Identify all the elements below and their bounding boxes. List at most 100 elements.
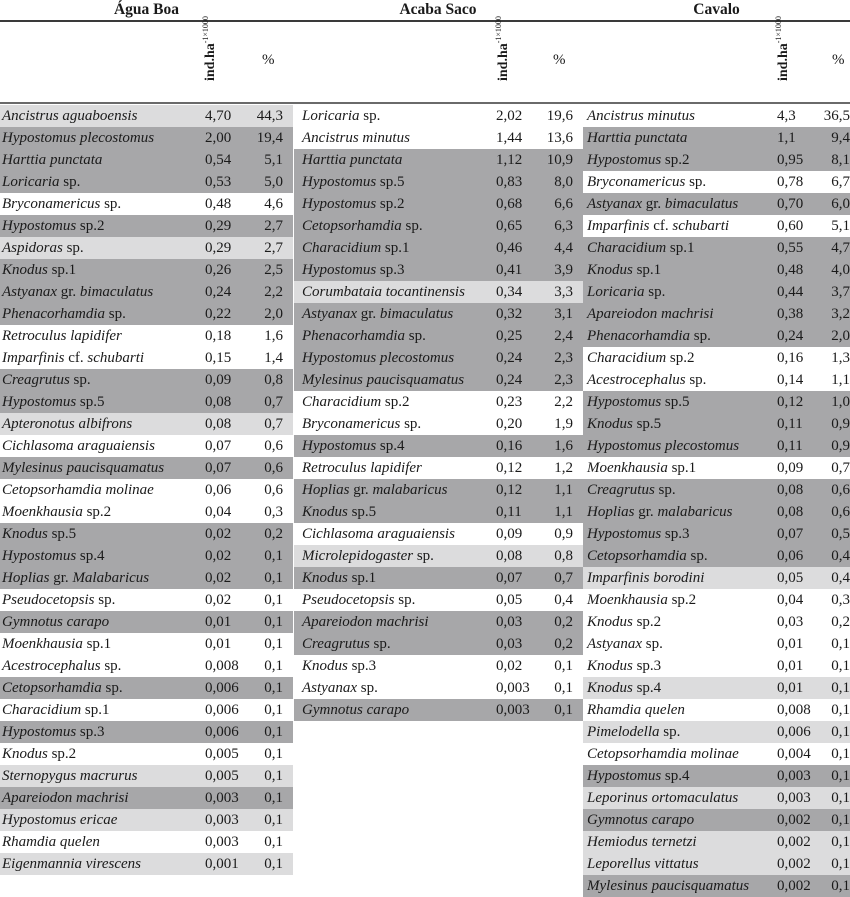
percent-value: 0,6 [264, 482, 283, 498]
table-row: Imparfinis borodini 0,05 0,4 [583, 567, 850, 589]
unit-superscript: -1×1000 [774, 16, 783, 44]
percent-value: 36,5 [823, 108, 850, 124]
density-value: 0,01 [777, 636, 804, 652]
species-name: Knodus sp.2 [587, 614, 662, 630]
percent-value: 0,1 [264, 702, 283, 718]
percent-value: 0,1 [554, 702, 573, 718]
table-row: Loricaria sp. 2,02 19,6 [294, 105, 583, 127]
density-value: 0,41 [496, 262, 523, 278]
table-row: Moenkhausia sp.1 0,09 0,7 [583, 457, 850, 479]
species-name: Astyanax gr. bimaculatus [2, 284, 154, 300]
density-value: 0,004 [777, 746, 811, 762]
density-value: 0,60 [777, 218, 804, 234]
percent-value: 0,2 [831, 614, 850, 630]
percent-value: 0,9 [831, 438, 850, 454]
species-name: Creagrutus sp. [302, 636, 391, 652]
table-row: Harttia punctata 1,12 10,9 [294, 149, 583, 171]
table-row: Astyanax gr. bimaculatus 0,24 2,2 [0, 281, 293, 303]
percent-value: 0,6 [831, 482, 850, 498]
table-row: Hypostomus sp.5 0,12 1,0 [583, 391, 850, 413]
table-row: Characidium sp.2 0,16 1,3 [583, 347, 850, 369]
percent-value: 3,1 [554, 306, 573, 322]
density-value: 0,05 [496, 592, 523, 608]
species-name: Retroculus lapidifer [2, 328, 122, 344]
density-value: 0,003 [496, 702, 530, 718]
density-value: 0,65 [496, 218, 523, 234]
table-row: Moenkhausia sp.2 0,04 0,3 [0, 501, 293, 523]
density-value: 4,3 [777, 108, 796, 124]
species-name: Characidium sp.1 [2, 702, 110, 718]
unit-label: ind.ha [496, 43, 511, 81]
percent-header: % [832, 52, 845, 68]
species-name: Bryconamericus sp. [587, 174, 707, 190]
density-value: 0,07 [205, 460, 232, 476]
group-title: Acaba Saco [399, 1, 477, 18]
table-row: Hypostomus ericae 0,003 0,1 [0, 809, 293, 831]
species-name: Apareiodon machrisi [2, 790, 129, 806]
percent-value: 0,1 [264, 680, 283, 696]
table-row: Pseudocetopsis sp. 0,05 0,4 [294, 589, 583, 611]
percent-value: 0,1 [264, 614, 283, 630]
percent-value: 10,9 [546, 152, 573, 168]
percent-value: 19,6 [546, 108, 573, 124]
unit-superscript: -1×1000 [201, 16, 210, 44]
species-name: Cichlasoma araguaiensis [2, 438, 155, 454]
species-name: Phenacorhamdia sp. [302, 328, 426, 344]
percent-value: 1,1 [554, 482, 573, 498]
density-value: 1,44 [496, 130, 523, 146]
table-row: Phenacorhamdia sp. 0,25 2,4 [294, 325, 583, 347]
table-row: Ancistrus minutus 4,3 36,5 [583, 105, 850, 127]
percent-value: 0,2 [554, 636, 573, 652]
density-value: 0,14 [777, 372, 804, 388]
table-row: Astyanax sp. 0,003 0,1 [294, 677, 583, 699]
species-name: Rhamdia quelen [587, 702, 685, 718]
density-value: 0,25 [496, 328, 523, 344]
species-name: Harttia punctata [2, 152, 103, 168]
species-name: Hoplias gr. Malabaricus [2, 570, 150, 586]
table-row: Characidium sp.1 0,46 4,4 [294, 237, 583, 259]
density-value: 0,002 [777, 878, 811, 894]
table-row: Hypostomus plecostomus 0,11 0,9 [583, 435, 850, 457]
percent-value: 1,0 [831, 394, 850, 410]
species-name: Acestrocephalus sp. [587, 372, 707, 388]
density-value: 0,18 [205, 328, 232, 344]
density-value: 0,95 [777, 152, 804, 168]
species-name: Microlepidogaster sp. [302, 548, 434, 564]
density-value: 0,11 [777, 416, 803, 432]
density-value: 0,001 [205, 856, 239, 872]
percent-value: 0,1 [831, 878, 850, 894]
percent-value: 5,1 [264, 152, 283, 168]
table-row: Imparfinis cf. schubarti 0,15 1,4 [0, 347, 293, 369]
density-value: 0,006 [777, 724, 811, 740]
group-acaba-saco: Acaba Saco ind.ha-1×1000 % Loricaria sp.… [293, 0, 583, 893]
density-value: 2,00 [205, 130, 232, 146]
table-row: Moenkhausia sp.1 0,01 0,1 [0, 633, 293, 655]
table-row: Cetopsorhamdia sp. 0,06 0,4 [583, 545, 850, 567]
percent-value: 0,7 [831, 460, 850, 476]
species-name: Astyanax sp. [587, 636, 663, 652]
density-value: 0,48 [777, 262, 804, 278]
density-value: 0,29 [205, 218, 232, 234]
density-value: 0,01 [205, 614, 232, 630]
species-name: Pseudocetopsis sp. [2, 592, 116, 608]
table-row: Cichlasoma araguaiensis 0,09 0,9 [294, 523, 583, 545]
percent-value: 0,1 [264, 768, 283, 784]
table-row: Apareiodon machrisi 0,003 0,1 [0, 787, 293, 809]
species-name: Mylesinus paucisquamatus [587, 878, 750, 894]
group-title: Cavalo [693, 1, 740, 18]
species-name: Knodus sp.2 [2, 746, 77, 762]
density-value: 0,24 [496, 350, 523, 366]
percent-value: 1,3 [831, 350, 850, 366]
species-name: Hypostomus sp.2 [302, 196, 405, 212]
density-value: 0,02 [205, 592, 232, 608]
species-name: Loricaria sp. [2, 174, 81, 190]
percent-value: 0,8 [264, 372, 283, 388]
density-value: 0,003 [205, 790, 239, 806]
percent-value: 0,1 [264, 570, 283, 586]
percent-value: 0,1 [831, 856, 850, 872]
species-name: Knodus sp.1 [302, 570, 377, 586]
species-name: Ancistrus minutus [587, 108, 695, 124]
density-value: 0,24 [205, 284, 232, 300]
table-row: Mylesinus paucisquamatus 0,24 2,3 [294, 369, 583, 391]
species-name: Leporellus vittatus [587, 856, 699, 872]
